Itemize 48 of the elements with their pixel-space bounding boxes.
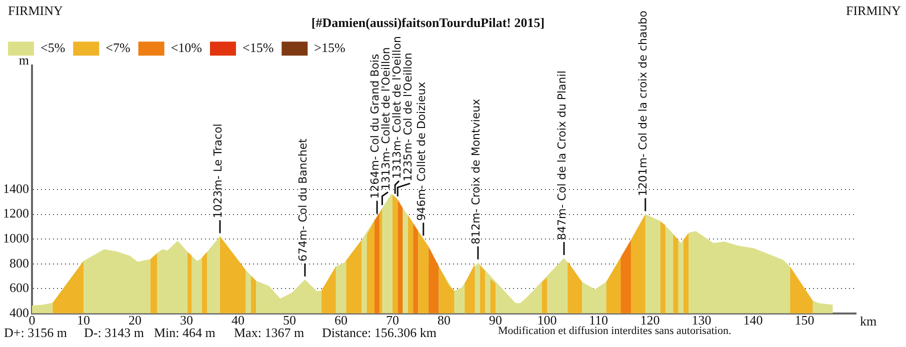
text: D+: 3156 m [4,325,67,341]
x-tick-label: 150 [794,312,814,328]
x-tick-label: 20 [128,312,142,328]
text: FIRMINY [8,3,63,19]
y-tick-label: 800 [10,255,29,270]
annotation: 1264m- Col du Grand Bois [368,54,382,199]
legend-label: <5% [40,40,66,56]
x-tick-label: 60 [334,312,348,328]
y-tick-label: 600 [10,280,29,296]
x-axis-title: km [860,313,877,328]
legend-label: <7% [106,40,130,56]
x-tick-label: 50 [283,312,296,328]
x-tick-label: 130 [692,312,712,328]
annotation: 1313m- Collet de l'Oeillon [379,47,392,190]
annotation: 1235m- Col de l'Oeillon [401,52,414,182]
chart-title: [#Damien(aussi)faitsonTourduPilat! 2015] [311,15,545,30]
x-tick-label: 10 [77,312,90,328]
x-tick-label: 70 [386,312,399,328]
y-axis-title: m [18,52,29,68]
x-tick-label: 100 [537,312,557,328]
text: Distance: 156.306 km [322,325,436,341]
x-tick-label: 110 [588,312,608,328]
y-tick-label: 1000 [3,230,29,246]
x-tick-label: 120 [640,312,660,328]
annotation: 946m- Collet de Doizieux [414,81,428,221]
y-tick-label: 400 [10,304,29,320]
x-tick-label: 90 [489,312,502,328]
x-tick-label: 0 [28,312,36,328]
annotation: 847m- Col de la Croix du Planil [555,70,568,240]
legend-label: >15% [314,40,346,56]
text: FIRMINY [846,3,901,19]
annotation: 1023m- Le Tracol [211,124,224,218]
annotation: 1201m- Col de la croix de chaubo [636,10,650,196]
x-tick-label: 40 [232,312,244,328]
text: Max: 1367 m [234,325,304,341]
x-tick-label: 80 [438,312,450,328]
y-tick-label: 1200 [3,206,29,221]
x-tick-label: 140 [743,312,763,328]
annotation: 1313m- Collet de l'Oeillon [390,36,404,179]
annotation: 812m- Croix de Montvieux [469,98,482,244]
y-tick-label: 1400 [3,180,29,196]
legend-label: <15% [242,40,274,56]
legend-label: <10% [170,40,202,56]
annotation: 674m- Col du Banchet [296,138,310,262]
text: D-: 3143 m [84,325,144,341]
text: Min: 464 m [154,325,216,341]
x-tick-label: 30 [180,312,193,328]
text: Modification et diffusion interdites sans autorisation. [498,325,732,337]
